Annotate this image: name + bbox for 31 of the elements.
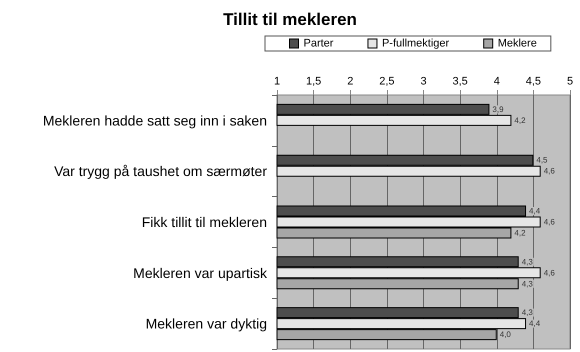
chart-title: Tillit til mekleren (223, 10, 357, 29)
x-tick-label: 4,5 (526, 76, 542, 88)
data-label: 4,4 (529, 319, 541, 328)
x-tick-label: 2,5 (379, 76, 395, 88)
legend-label: Parter (304, 38, 334, 50)
x-tick-label: 3 (420, 76, 427, 88)
x-tick-label: 1 (274, 76, 280, 88)
data-label: 4,4 (529, 206, 541, 216)
x-tick-label: 4 (494, 76, 500, 88)
data-label: 4,0 (500, 330, 512, 340)
y-tick-label: Mekleren hadde satt seg inn i saken (42, 112, 267, 128)
legend-label: P-fullmektiger (382, 38, 450, 50)
x-tick-label: 5 (566, 76, 574, 88)
data-label: 4,2 (514, 228, 526, 238)
data-label: 4,6 (544, 166, 556, 176)
data-label: 4,5 (536, 156, 548, 165)
data-label: 4,3 (522, 279, 534, 288)
data-label: 4,3 (522, 257, 534, 266)
data-label: 4,2 (514, 116, 526, 125)
x-tick-label: 2 (347, 76, 354, 88)
data-label: 4,3 (522, 308, 534, 318)
x-tick-label: 3,5 (452, 76, 468, 88)
x-tick-label: 1,5 (306, 76, 322, 88)
y-tick-label: Fikk tillit til mekleren (142, 214, 267, 230)
data-label: 4,6 (544, 218, 556, 226)
y-tick-label: Mekleren var upartisk (133, 264, 268, 281)
y-tick-label: Mekleren var dyktig (146, 316, 267, 332)
y-tick-label: Var trygg på taushet om særmøter (54, 163, 268, 180)
data-label: 4,6 (544, 268, 556, 278)
data-label: 3,9 (492, 104, 504, 114)
legend-label: Meklere (498, 38, 537, 50)
